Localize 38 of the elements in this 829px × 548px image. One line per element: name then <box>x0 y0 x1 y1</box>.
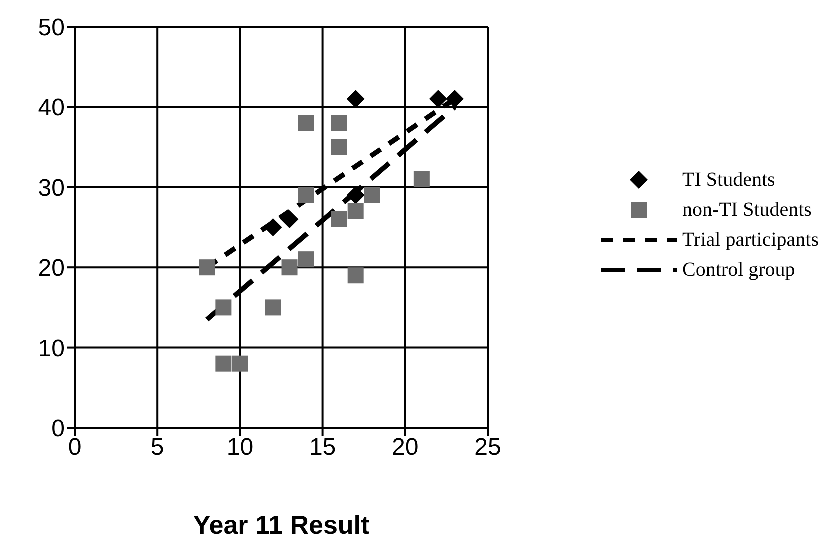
y-tick-label: 10 <box>38 335 65 362</box>
point <box>216 300 232 316</box>
legend-label: Control group <box>682 258 796 282</box>
point <box>298 187 314 204</box>
point <box>346 90 365 108</box>
y-tick-label: 30 <box>38 174 65 202</box>
point <box>331 139 348 156</box>
x-tick-label: 10 <box>226 434 254 462</box>
point <box>216 356 232 372</box>
y-tick-label: 0 <box>52 416 65 443</box>
point <box>348 268 364 284</box>
point <box>429 90 448 108</box>
point <box>348 203 364 220</box>
point <box>280 210 299 228</box>
point <box>346 186 365 204</box>
legend-label: non-TI Students <box>682 198 812 222</box>
x-tick-label: 25 <box>474 434 502 462</box>
y-tick-label: 20 <box>38 255 65 282</box>
y-tick-label: 40 <box>38 94 65 122</box>
point <box>414 171 430 188</box>
point <box>298 252 314 268</box>
legend-label: TI Students <box>682 168 776 192</box>
point <box>331 211 348 228</box>
point <box>232 356 248 372</box>
point <box>331 115 348 132</box>
point <box>364 187 380 204</box>
y-tick-label: 50 <box>38 14 65 42</box>
x-tick-label: 5 <box>150 434 164 462</box>
x-tick-label: 0 <box>68 434 82 462</box>
point <box>446 90 464 108</box>
point <box>298 115 314 132</box>
point <box>199 260 216 276</box>
point <box>265 300 282 316</box>
x-tick-label: 20 <box>392 434 419 462</box>
x-tick-label: 15 <box>309 434 336 462</box>
point <box>282 260 298 276</box>
legend-label: Trial participants <box>682 228 819 252</box>
x-axis-title: Year 11 Result <box>193 510 370 540</box>
